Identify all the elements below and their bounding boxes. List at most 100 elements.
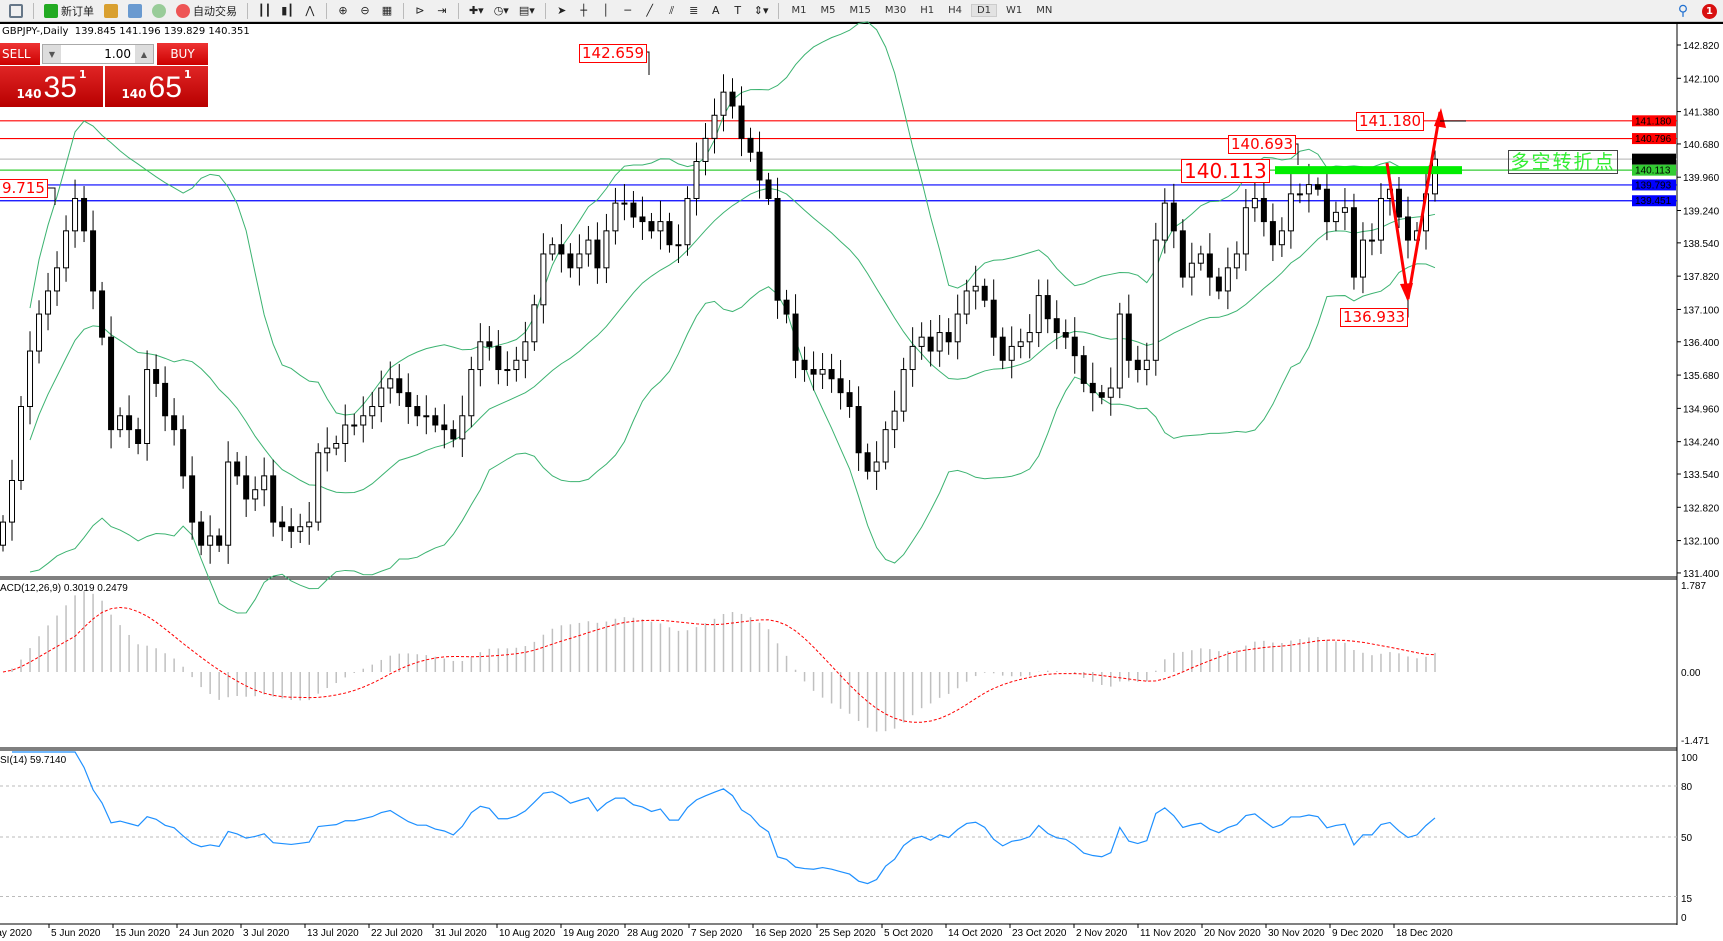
timeframe-h4[interactable]: H4 <box>948 5 962 16</box>
channel-tool[interactable]: ⫽ <box>669 3 675 17</box>
ask-price-prefix: 140 <box>121 87 147 101</box>
bull-candle <box>63 230 70 269</box>
price-label-target[interactable]: 141.180 <box>1356 112 1425 131</box>
annotation-marks <box>40 51 1466 318</box>
axis-label: 136.400 <box>1683 338 1720 349</box>
search-icon[interactable]: ⚲ <box>1677 3 1689 19</box>
bid-price-button[interactable]: 140 35 1 <box>0 66 103 107</box>
timeframe-m1[interactable]: M1 <box>791 5 807 16</box>
bull-candle <box>918 336 925 347</box>
zoom-out-button[interactable]: ⊖ <box>360 4 370 17</box>
ask-price-pips: 65 <box>148 71 182 104</box>
bull-candle <box>1152 239 1159 361</box>
price-label-low[interactable]: 136.933 <box>1340 308 1409 327</box>
timeframe-mn[interactable]: MN <box>1036 5 1053 16</box>
lots-increase-button[interactable]: ▲ <box>135 45 153 63</box>
bull-candle <box>657 221 664 232</box>
chart-shift-button[interactable]: ⇥ <box>437 4 447 17</box>
print-preview-button[interactable] <box>6 2 26 20</box>
date-label: 25 Sep 2020 <box>819 928 876 939</box>
tile-windows-button[interactable]: ▦ <box>381 4 393 17</box>
ask-price-button[interactable]: 140 65 1 <box>105 66 208 107</box>
bear-candle <box>279 521 286 528</box>
bear-candle <box>486 341 493 347</box>
bear-candle <box>594 239 601 269</box>
price-label-high[interactable]: 142.659 <box>579 44 648 63</box>
bear-candle <box>405 392 412 408</box>
signal-icon <box>152 3 166 18</box>
lots-decrease-button[interactable]: ▼ <box>43 45 61 63</box>
rsi-axis-80: 80 <box>1681 782 1693 793</box>
bull-candle <box>1107 387 1114 398</box>
level-price-text: 139.451 <box>1635 196 1672 207</box>
autoscroll-button[interactable]: ⊳ <box>415 4 425 17</box>
timeframe-d1[interactable]: D1 <box>970 4 998 17</box>
signals-button[interactable] <box>149 2 169 20</box>
bull-candle <box>909 345 916 371</box>
timeframe-h1[interactable]: H1 <box>920 5 935 16</box>
notification-badge[interactable]: 1 <box>1702 3 1717 19</box>
lots-value[interactable]: 1.00 <box>104 47 131 61</box>
navigator-button[interactable] <box>125 2 145 20</box>
lots-input[interactable]: ▼ 1.00 ▲ <box>42 44 154 64</box>
trendline-tool[interactable]: ╱ <box>646 4 654 17</box>
candles <box>0 74 1438 564</box>
bull-candle <box>585 239 592 255</box>
crosshair-tool[interactable]: ┼ <box>580 4 588 17</box>
bear-candle <box>495 345 502 371</box>
rsi-panel <box>0 751 1677 897</box>
gold-icon <box>104 3 118 18</box>
timeframe-m30[interactable]: M30 <box>884 5 907 16</box>
bear-candle <box>1179 230 1186 278</box>
price-label-left[interactable]: 9.715 <box>0 179 48 198</box>
date-axis: May 2020 5 Jun 2020 15 Jun 2020 24 Jun 2020… <box>0 924 1453 939</box>
candlestick-button[interactable]: ▮┃ <box>281 4 294 17</box>
vertical-line-tool[interactable]: │ <box>602 4 610 17</box>
axis-label: 137.100 <box>1683 305 1720 316</box>
axis-label: 137.820 <box>1683 272 1720 283</box>
bear-candle <box>990 299 997 338</box>
timeframe-m5[interactable]: M5 <box>820 5 836 16</box>
horizontal-line-tool[interactable]: ─ <box>624 4 632 17</box>
date-label: 9 Dec 2020 <box>1332 928 1384 939</box>
navigator-icon <box>128 3 142 18</box>
bear-candle <box>99 290 106 338</box>
new-order-button[interactable]: 新订单 <box>41 2 97 20</box>
price-label-recent-high[interactable]: 140.693 <box>1228 135 1297 154</box>
bar-chart-button[interactable]: ┃┃ <box>258 4 272 17</box>
bull-candle <box>513 359 520 371</box>
bull-candle <box>819 369 826 375</box>
pivot-note-textbox[interactable]: 多空转折点 <box>1508 150 1618 174</box>
arrows-tool[interactable]: ⇕▾ <box>753 4 769 17</box>
level-price-text: 140.796 <box>1635 134 1672 145</box>
bear-candle <box>216 535 223 546</box>
market-watch-button[interactable] <box>101 2 121 20</box>
timeframe-w1[interactable]: W1 <box>1006 5 1023 16</box>
indicators-button[interactable]: ✚▾ <box>468 4 484 17</box>
date-label: 22 Jul 2020 <box>371 928 423 939</box>
bull-candle <box>144 369 151 445</box>
timeframe-m15[interactable]: M15 <box>849 5 871 16</box>
cursor-tool[interactable]: ➤ <box>557 4 567 17</box>
date-label: 16 Sep 2020 <box>755 928 812 939</box>
axis-label: 140.680 <box>1683 140 1720 151</box>
price-label-pivot[interactable]: 140.113 <box>1181 159 1270 183</box>
text-label-tool[interactable]: T <box>734 4 742 17</box>
bear-candle <box>747 137 754 153</box>
periods-button[interactable]: ◷▾ <box>493 4 509 17</box>
templates-button[interactable]: ▤▾ <box>518 4 535 17</box>
auto-trading-button[interactable]: 自动交易 <box>173 2 240 20</box>
bear-candle <box>1071 336 1078 357</box>
text-tool[interactable]: A <box>711 4 720 17</box>
zoom-in-button[interactable]: ⊕ <box>338 4 348 17</box>
bull-candle <box>675 244 682 247</box>
sell-button[interactable]: SELL <box>0 43 40 65</box>
axis-label: 138.540 <box>1683 239 1720 250</box>
bear-candle <box>1125 313 1132 361</box>
bull-candle <box>252 489 259 500</box>
rsi-label: SI(14) 59.7140 <box>0 755 67 766</box>
buy-button[interactable]: BUY <box>157 43 208 65</box>
line-chart-button[interactable]: ⋀ <box>305 4 315 17</box>
fibonacci-tool[interactable]: ≣ <box>689 4 699 17</box>
